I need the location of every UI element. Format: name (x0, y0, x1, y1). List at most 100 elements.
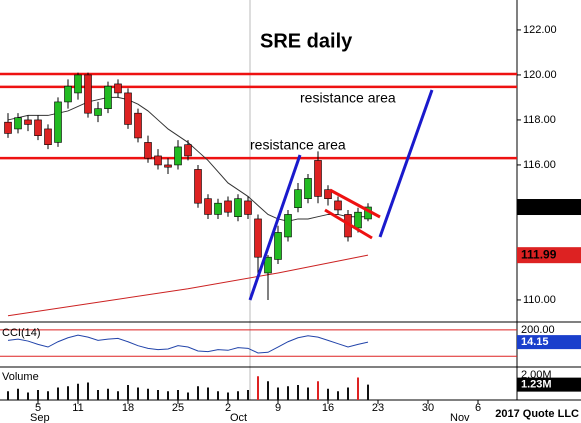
candle-body (324, 189, 332, 199)
candle-body (154, 155, 162, 166)
volume-bar (107, 388, 109, 400)
candle-body (314, 160, 322, 197)
month-label: Sep (30, 412, 50, 423)
annotation: resistance area (300, 90, 396, 106)
x-tick-label: 5 (35, 402, 41, 414)
plot: 122.00 120.00 118.00 116.00 110.00 5 11 18 25 2 9 1… (0, 24, 581, 423)
candle-body (174, 146, 182, 166)
y-tick-label: 122.00 (523, 24, 557, 36)
y-tick-label: 116.00 (523, 159, 556, 171)
x-tick-label: 11 (72, 402, 83, 414)
candle-body (184, 144, 192, 157)
candle-body (14, 117, 22, 130)
candle-body (234, 198, 242, 217)
volume-bar (147, 388, 149, 400)
volume-bar (157, 390, 159, 400)
volume-bar (367, 384, 369, 400)
x-tick-label: 23 (372, 402, 384, 414)
volume-bar (227, 392, 229, 400)
volume-bar (257, 376, 259, 400)
candle-body (264, 256, 272, 274)
x-tick-label: 9 (275, 402, 281, 414)
candle-body (4, 121, 12, 134)
volume-bar (237, 391, 239, 400)
volume-bar (17, 388, 19, 400)
cci-tick-label: 200.00 (521, 324, 555, 336)
panel-label: Volume (2, 371, 39, 383)
volume-bar (267, 381, 269, 400)
trend-line (248, 154, 302, 301)
volume-bar (87, 382, 89, 400)
volume-bar (97, 390, 99, 400)
volume-bar (127, 385, 129, 400)
volume-bar (287, 386, 289, 400)
volume-bar (27, 392, 29, 400)
candle-body (214, 202, 222, 215)
candle-body (44, 128, 52, 145)
x-tick-label: 6 (475, 402, 481, 414)
panel-label: CCI(14) (2, 327, 41, 339)
channel-line (324, 208, 373, 240)
candle-body (284, 214, 292, 238)
candle-body (114, 83, 122, 94)
last-price: 114.13 (521, 199, 557, 213)
volume-bar (307, 387, 309, 400)
month-label: Nov (450, 412, 470, 423)
volume-bar (187, 392, 189, 400)
cci-last-box (517, 335, 581, 350)
candle-body (94, 108, 102, 116)
candle-body (34, 119, 42, 136)
candle-body (334, 200, 342, 211)
y-tick-label: 120.00 (523, 69, 557, 81)
last-ma-box (517, 247, 581, 264)
x-tick-label: 25 (172, 402, 184, 414)
cci-line (7, 334, 369, 354)
x-tick-label: 2 (225, 402, 231, 414)
candle-body (204, 198, 212, 215)
trend-line (378, 89, 434, 238)
volume-bar (57, 387, 59, 400)
y-tick-label: 110.00 (523, 294, 556, 306)
candle-body (124, 92, 132, 125)
candle-body (244, 200, 252, 215)
moving-average (7, 254, 369, 317)
volume-bar (207, 387, 209, 400)
x-tick-label: 16 (322, 402, 334, 414)
candle-body (54, 101, 62, 143)
volume-bar (137, 387, 139, 400)
volume-last: 1.23M (521, 379, 552, 391)
volume-bar (317, 381, 319, 400)
credit: 2017 Quote LLC (495, 408, 579, 420)
last-price-box (517, 199, 581, 216)
volume-bar (117, 391, 119, 400)
month-label: Oct (230, 412, 247, 423)
volume-bar (327, 388, 329, 400)
volume-bar (67, 386, 69, 400)
candle-body (224, 200, 232, 213)
y-tick-label: 118.00 (523, 114, 556, 126)
volume-bar (197, 386, 199, 400)
volume-bar (77, 383, 79, 400)
candle-body (134, 112, 142, 139)
volume-bar (347, 387, 349, 400)
candle-body (254, 218, 262, 258)
volume-bar (7, 391, 9, 400)
annotation: resistance area (250, 137, 346, 153)
x-tick-label: 30 (422, 402, 434, 414)
x-tick-label: 18 (122, 402, 134, 414)
candle-body (274, 232, 282, 260)
volume-bar (47, 391, 49, 400)
candle-body (164, 164, 172, 168)
volume-bar (167, 391, 169, 400)
candle-body (64, 85, 72, 103)
channel-line (329, 188, 381, 219)
volume-bar (217, 391, 219, 400)
volume-bar (37, 390, 39, 400)
candle-body (104, 85, 112, 109)
candle-body (304, 178, 312, 199)
candle-body (194, 169, 202, 204)
candle-body (84, 74, 92, 114)
cci-last: 14.15 (521, 336, 549, 348)
